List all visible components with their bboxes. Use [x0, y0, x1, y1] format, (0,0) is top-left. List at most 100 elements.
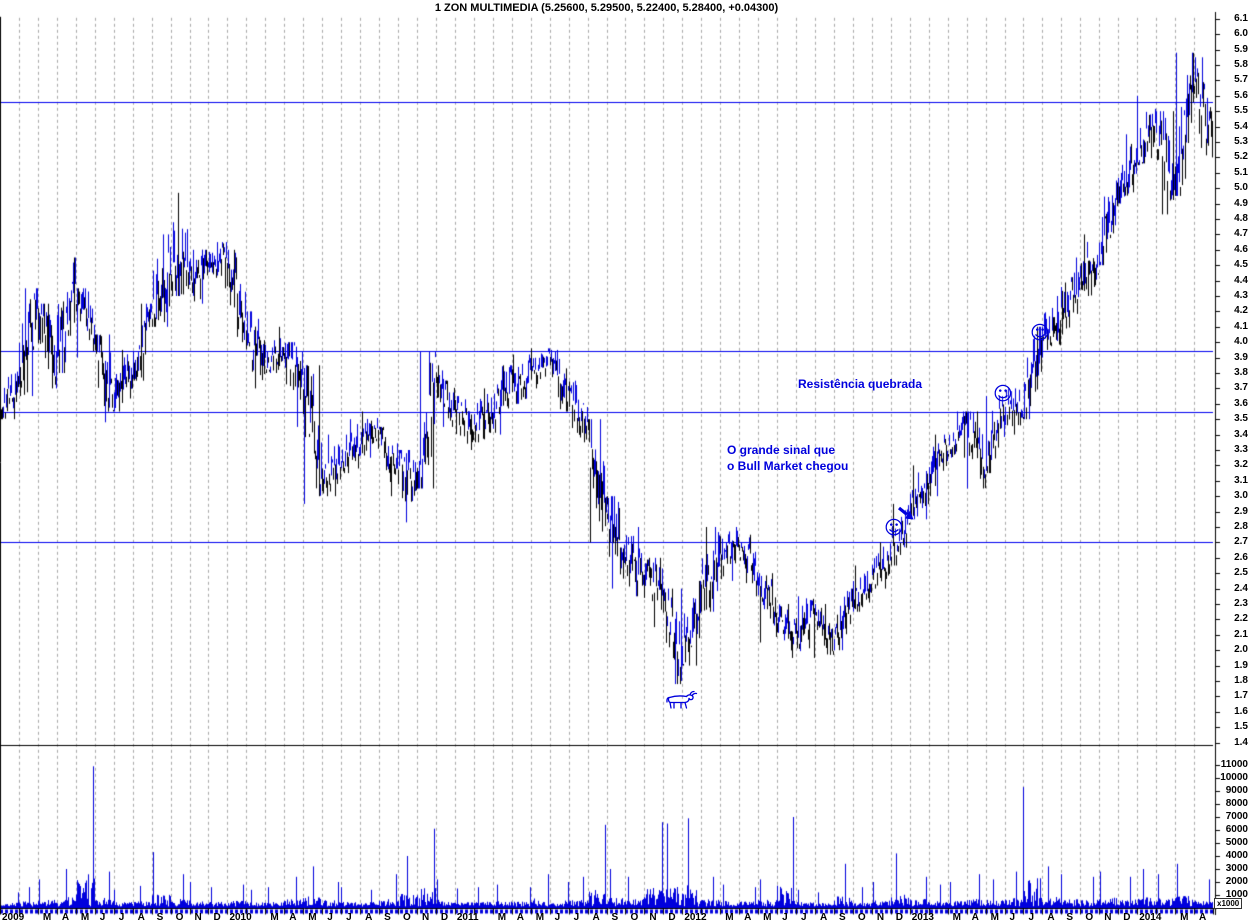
- month-label: S: [611, 912, 619, 923]
- year-label: 2011: [456, 912, 479, 923]
- month-label: O: [630, 912, 639, 923]
- month-label: M: [535, 912, 545, 923]
- year-label: 2012: [684, 912, 707, 923]
- price-axis-label: 5.4: [1234, 120, 1248, 132]
- volume-axis-label: 8000: [1225, 798, 1248, 809]
- year-label: 2009: [2, 912, 25, 923]
- bull-icon: [666, 690, 698, 709]
- month-label: A: [365, 912, 373, 923]
- month-label: M: [990, 912, 999, 923]
- month-label: A: [516, 912, 524, 923]
- month-label: M: [497, 912, 507, 923]
- down-right-arrow-icon: [897, 506, 914, 520]
- year-label: 2013: [911, 912, 934, 923]
- price-axis-label: 4.2: [1234, 305, 1248, 317]
- price-axis-label: 4.6: [1234, 243, 1248, 255]
- year-label: 2014: [1139, 912, 1162, 923]
- volume-axis-label: 4000: [1225, 850, 1248, 861]
- month-label: M: [308, 912, 317, 923]
- price-axis-label: 2.6: [1234, 551, 1248, 563]
- month-label: O: [175, 912, 184, 923]
- price-axis-label: 5.0: [1234, 182, 1248, 194]
- month-label: D: [895, 912, 904, 923]
- price-axis-label: 1.5: [1234, 721, 1248, 733]
- month-label: A: [819, 912, 828, 923]
- price-axis-label: 2.9: [1234, 505, 1248, 517]
- volume-axis-label: 1000: [1225, 889, 1248, 900]
- month-label: J: [1009, 912, 1016, 923]
- month-label: A: [137, 912, 145, 923]
- price-axis-label: 3.2: [1234, 459, 1248, 471]
- price-axis-label: 5.3: [1234, 136, 1248, 147]
- volume-axis-label: 3000: [1225, 863, 1248, 874]
- month-label: O: [1085, 912, 1094, 923]
- month-label: M: [763, 912, 772, 923]
- month-label: A: [592, 912, 600, 923]
- month-label: N: [649, 912, 657, 923]
- price-axis-label: 5.6: [1234, 89, 1248, 101]
- price-axis-label: 2.8: [1234, 521, 1248, 532]
- month-label: J: [801, 912, 807, 923]
- volume-axis-label: 10000: [1220, 772, 1248, 783]
- month-label: J: [99, 912, 106, 923]
- year-label: 2010: [229, 912, 252, 923]
- smiley-face-icon: ☺: [884, 517, 904, 539]
- month-label: J: [573, 912, 580, 923]
- price-axis-label: 4.4: [1234, 274, 1248, 286]
- annotation-resistance-broken: Resistência quebrada: [798, 377, 923, 391]
- month-label: D: [1123, 912, 1131, 923]
- price-axis-label: 5.5: [1234, 105, 1248, 117]
- price-axis-label: 3.6: [1234, 397, 1248, 409]
- price-axis-label: 4.8: [1234, 213, 1248, 224]
- month-label: D: [440, 912, 449, 923]
- annotation-bull-signal-line1: O grande sinal que: [727, 443, 836, 457]
- volume-axis-label: 11000: [1220, 759, 1248, 770]
- month-label: M: [725, 912, 734, 923]
- volume-axis-label: 7000: [1225, 811, 1248, 822]
- price-axis-label: 4.0: [1234, 336, 1248, 348]
- price-axis-label: 3.0: [1234, 490, 1248, 502]
- price-axis-label: 5.8: [1234, 59, 1248, 70]
- annotation-bull-signal: O grande sinal que o Bull Market chegou: [727, 442, 848, 474]
- price-axis-label: 2.3: [1234, 598, 1248, 609]
- price-axis-label: 4.9: [1234, 197, 1248, 209]
- price-axis-label: 1.7: [1234, 690, 1248, 702]
- month-label: J: [118, 912, 125, 923]
- price-axis-label: 1.9: [1234, 659, 1248, 671]
- month-label: J: [782, 912, 788, 923]
- month-label: O: [403, 912, 411, 923]
- month-label: A: [1199, 912, 1207, 923]
- price-axis-label: 2.4: [1234, 582, 1248, 594]
- annotation-bull-signal-line2: o Bull Market chegou: [727, 459, 849, 473]
- month-label: M: [270, 912, 279, 923]
- volume-multiplier-label: x1000: [1214, 898, 1243, 909]
- month-label: S: [838, 912, 846, 923]
- month-label: A: [289, 912, 297, 923]
- price-axis-label: 1.8: [1234, 675, 1248, 686]
- month-label: S: [384, 912, 391, 923]
- volume-axis-label: 6000: [1225, 824, 1248, 835]
- month-label: O: [857, 912, 866, 923]
- month-label: N: [876, 912, 885, 923]
- volume-axis-label: 9000: [1225, 785, 1248, 796]
- month-label: M: [952, 912, 961, 923]
- smiley-face-icon: ☺: [993, 383, 1013, 405]
- price-axis-label: 2.7: [1234, 536, 1248, 548]
- price-axis-label: 3.3: [1234, 444, 1248, 455]
- month-label: J: [1028, 912, 1035, 923]
- month-label: A: [61, 912, 70, 923]
- month-label: A: [971, 912, 979, 923]
- price-axis-label: 5.9: [1234, 43, 1248, 55]
- month-label: A: [744, 912, 752, 923]
- chart-title: 1 ZON MULTIMEDIA (5.25600, 5.29500, 5.22…: [434, 2, 779, 14]
- price-axis-label: 5.7: [1234, 74, 1248, 86]
- price-axis-label: 5.1: [1234, 166, 1248, 178]
- month-label: N: [1104, 912, 1112, 923]
- month-label: N: [421, 912, 430, 923]
- price-axis-label: 3.8: [1234, 367, 1248, 378]
- month-label: S: [1066, 912, 1074, 923]
- price-axis-label: 6.0: [1234, 28, 1248, 40]
- price-axis-label: 1.4: [1234, 736, 1248, 748]
